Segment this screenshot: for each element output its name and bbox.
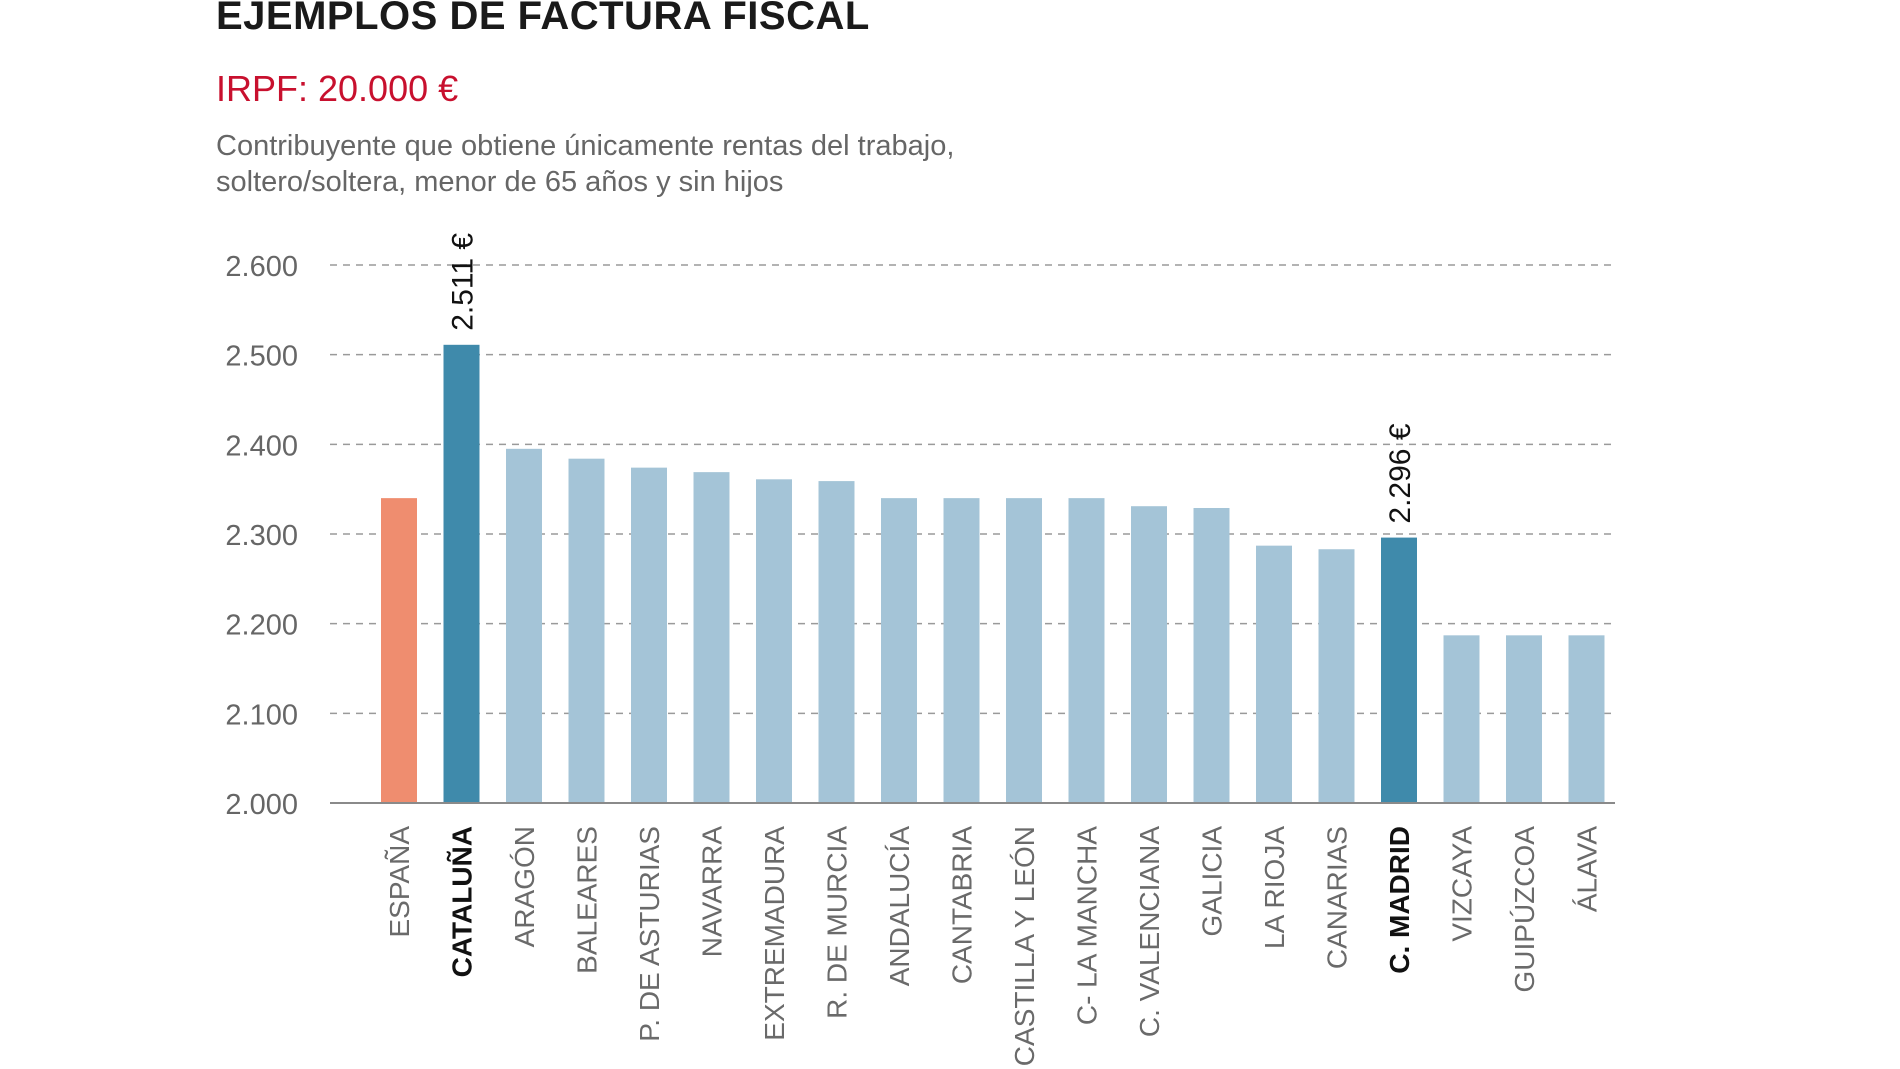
x-tick-label: C- LA MANCHA (1072, 826, 1103, 1025)
x-tick-label: ARAGÓN (509, 826, 540, 947)
x-tick-label: LA RIOJA (1259, 826, 1290, 949)
y-tick-label: 2.000 (225, 789, 298, 821)
bar (881, 498, 917, 803)
bar (693, 472, 730, 803)
bar (1256, 545, 1292, 803)
x-tick-label: NAVARRA (697, 826, 728, 958)
bar (943, 498, 980, 803)
x-tick-label: BALEARES (572, 826, 603, 974)
bar (1131, 506, 1167, 803)
data-label: 2.511 € (447, 233, 480, 331)
y-tick-label: 2.400 (225, 430, 298, 462)
bar (443, 344, 480, 803)
bar (756, 479, 792, 803)
bar (1381, 537, 1417, 803)
x-tick-label: CATALUÑA (447, 826, 478, 977)
chart-description: Contribuyente que obtiene únicamente ren… (216, 128, 1216, 200)
x-tick-label: GALICIA (1197, 826, 1228, 937)
bar (1568, 635, 1605, 803)
x-tick-label: CASTILLA Y LEÓN (1009, 826, 1040, 1066)
x-tick-label: ÁLAVA (1572, 826, 1603, 912)
x-tick-label: R. DE MURCIA (822, 826, 853, 1019)
bar (506, 448, 542, 803)
description-line-2: soltero/soltera, menor de 65 años y sin … (216, 166, 784, 198)
y-tick-label: 2.200 (225, 610, 298, 642)
x-tick-label: GUIPÚZCOA (1509, 826, 1540, 993)
x-tick-label: CANARIAS (1322, 826, 1353, 969)
y-tick-label: 2.500 (225, 341, 298, 373)
y-tick-label: 2.100 (225, 699, 298, 731)
x-tick-label: C. MADRID (1384, 826, 1415, 974)
x-tick-label: EXTREMADURA (759, 826, 790, 1041)
y-tick-label: 2.600 (225, 251, 298, 283)
bar (1006, 498, 1042, 803)
description-line-1: Contribuyente que obtiene únicamente ren… (216, 130, 955, 162)
bar (631, 467, 667, 803)
bar (1193, 507, 1230, 803)
bar (568, 458, 605, 803)
x-tick-label: VIZCAYA (1447, 826, 1478, 942)
y-tick-label: 2.300 (225, 520, 298, 552)
bar (818, 481, 855, 803)
bar (381, 498, 417, 803)
data-label: 2.296 € (1384, 423, 1417, 523)
bar (1443, 635, 1480, 803)
chart-title: EJEMPLOS DE FACTURA FISCAL (216, 0, 870, 38)
chart-subtitle: IRPF: 20.000 € (216, 68, 459, 109)
bar (1318, 549, 1355, 803)
bar (1068, 498, 1105, 803)
x-tick-label: CANTABRIA (947, 826, 978, 984)
x-tick-label: ESPAÑA (384, 826, 415, 938)
bar (1506, 635, 1542, 803)
x-tick-label: C. VALENCIANA (1134, 826, 1165, 1037)
x-tick-label: P. DE ASTURIAS (634, 826, 665, 1042)
x-tick-label: ANDALUCÍA (884, 826, 915, 987)
